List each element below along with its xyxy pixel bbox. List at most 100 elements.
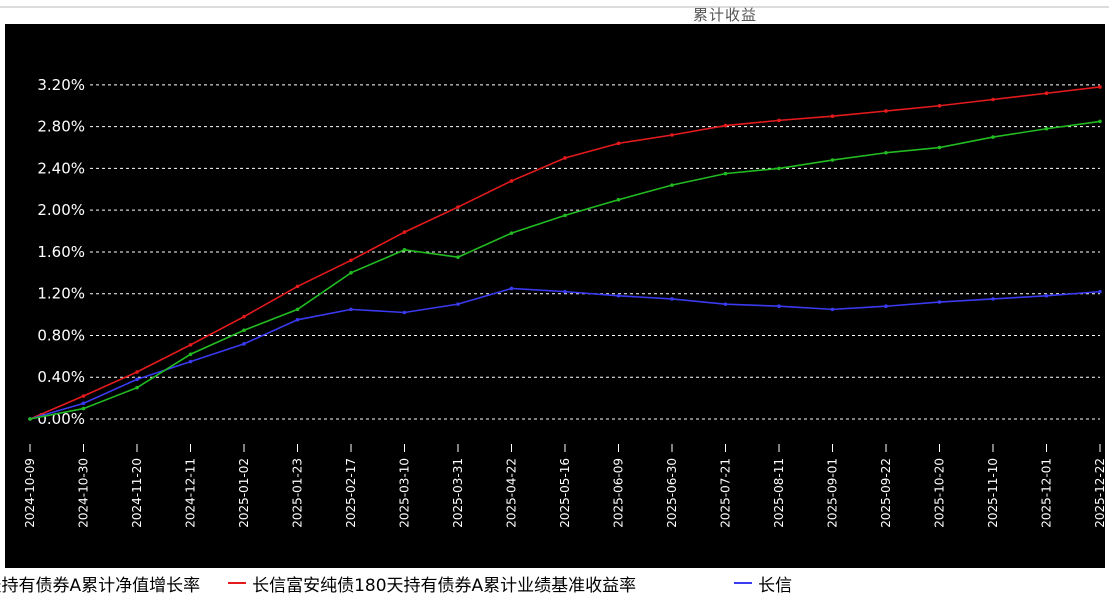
legend-item-third[interactable]: 长信	[734, 571, 792, 596]
data-point-s2-2	[135, 385, 139, 390]
y-tick-label: 2.40%	[37, 159, 85, 177]
data-point-s0-13	[723, 123, 728, 128]
data-point-s2-0	[28, 417, 32, 421]
data-point-s2-13	[723, 171, 728, 176]
legend-label-benchmark: 长信富安纯债180天持有债券A累计业绩基准收益率	[252, 575, 637, 596]
data-point-s2-14	[777, 166, 781, 171]
data-point-s2-4	[242, 328, 246, 333]
y-tick-label: 2.00%	[37, 201, 85, 219]
x-tick-label: 2025-07-21	[719, 458, 733, 528]
data-point-s2-17	[937, 145, 942, 150]
data-point-s1-9	[509, 286, 514, 291]
x-tick-label: 2025-09-22	[879, 458, 893, 528]
data-point-s1-10	[563, 289, 567, 294]
x-tick-label: 2025-02-17	[344, 458, 358, 528]
y-tick-label: 0.80%	[37, 326, 85, 344]
x-tick-label: 2025-04-22	[505, 458, 519, 528]
data-point-s1-13	[723, 302, 728, 306]
series-lines	[28, 85, 1102, 421]
data-point-s2-8	[456, 255, 460, 259]
data-point-s2-6	[349, 271, 353, 275]
data-point-s2-18	[991, 135, 995, 139]
data-point-s1-1	[81, 401, 86, 406]
data-point-s1-20	[1098, 289, 1102, 294]
data-point-s2-10	[563, 213, 567, 218]
x-axis-ticks: 2024-10-09 2024-10-30 2024-11-20 2024-12-11…	[23, 444, 1107, 528]
x-tick-label: 2025-01-23	[291, 458, 305, 528]
data-point-s2-9	[509, 231, 514, 235]
data-point-s0-19	[1044, 91, 1049, 96]
x-tick-label: 2025-05-16	[558, 458, 572, 528]
data-point-s0-9	[509, 179, 514, 183]
data-point-s2-20	[1098, 119, 1102, 124]
data-point-s2-1	[81, 406, 86, 411]
data-point-s1-17	[937, 300, 942, 304]
x-tick-label: 2025-09-01	[826, 458, 840, 528]
data-point-s1-6	[349, 307, 353, 312]
data-point-s1-3	[188, 359, 193, 364]
data-point-s1-2	[135, 377, 139, 382]
data-point-s1-19	[1044, 293, 1049, 298]
x-tick-label: 2024-10-09	[23, 458, 37, 528]
x-tick-label: 2025-12-22	[1093, 458, 1107, 528]
top-divider	[0, 6, 1109, 8]
y-tick-label: 0.40%	[37, 368, 85, 386]
data-point-s0-11	[616, 141, 621, 146]
line-chart: 0.00%0.40%0.80%1.20%1.60%2.00%2.40%2.80%…	[5, 24, 1107, 568]
legend-item-nav-growth[interactable]: 长信富安纯债180天持有债券A累计净值增长率	[0, 571, 200, 596]
data-point-s1-14	[777, 304, 781, 309]
data-point-s0-7	[402, 230, 407, 234]
data-point-s2-15	[830, 158, 835, 162]
x-tick-label: 2024-11-20	[130, 458, 144, 528]
data-point-s2-19	[1044, 126, 1049, 131]
legend-label-nav-growth: 长信富安纯债180天持有债券A累计净值增长率	[0, 575, 201, 596]
data-point-s1-5	[295, 318, 300, 322]
x-tick-label: 2025-03-31	[451, 458, 465, 528]
data-point-s0-8	[456, 205, 460, 209]
data-point-s0-4	[242, 314, 246, 319]
data-point-s0-16	[884, 109, 888, 113]
y-axis-ticks: 0.00%0.40%0.80%1.20%1.60%2.00%2.40%2.80%…	[37, 76, 85, 428]
legend-item-benchmark[interactable]: 长信富安纯债180天持有债券A累计业绩基准收益率	[228, 571, 636, 596]
data-point-s2-16	[884, 150, 888, 155]
data-point-s1-16	[884, 304, 888, 309]
x-tick-label: 2024-10-30	[77, 458, 91, 528]
data-point-s0-17	[937, 103, 942, 108]
data-point-s2-11	[616, 197, 621, 202]
data-point-s0-20	[1098, 85, 1102, 89]
x-tick-label: 2025-12-01	[1040, 458, 1054, 528]
x-tick-label: 2025-01-02	[237, 458, 251, 528]
data-point-s1-4	[242, 342, 246, 346]
x-tick-label: 2025-10-20	[933, 458, 947, 528]
plot-background	[5, 24, 1105, 568]
data-point-s0-12	[670, 133, 674, 137]
data-point-s2-7	[402, 248, 407, 252]
data-point-s1-15	[830, 307, 835, 312]
data-point-s2-3	[188, 352, 193, 357]
y-tick-label: 2.80%	[37, 118, 85, 136]
data-point-s1-18	[991, 297, 995, 301]
data-point-s0-1	[81, 394, 86, 398]
data-point-s1-8	[456, 302, 460, 306]
data-point-s0-6	[349, 258, 353, 263]
data-point-s0-5	[295, 284, 300, 289]
data-point-s2-5	[295, 307, 300, 312]
legend-swatch-benchmark	[228, 582, 247, 584]
data-point-s0-18	[991, 97, 995, 102]
x-tick-label: 2025-08-11	[772, 458, 786, 528]
x-tick-label: 2025-11-10	[986, 458, 1000, 528]
data-point-s0-10	[563, 156, 567, 160]
x-tick-label: 2024-12-11	[184, 458, 198, 528]
grid-lines	[90, 84, 1100, 420]
x-tick-label: 2025-06-30	[665, 458, 679, 528]
legend-label-third: 长信	[758, 575, 793, 596]
data-point-s0-2	[135, 370, 139, 374]
y-tick-label: 3.20%	[37, 76, 85, 94]
chart-title: 累计收益	[692, 6, 757, 24]
x-tick-label: 2025-03-10	[398, 458, 412, 528]
data-point-s2-12	[670, 183, 674, 187]
data-point-s1-12	[670, 297, 674, 301]
data-point-s0-15	[830, 114, 835, 119]
data-point-s0-14	[777, 118, 781, 123]
